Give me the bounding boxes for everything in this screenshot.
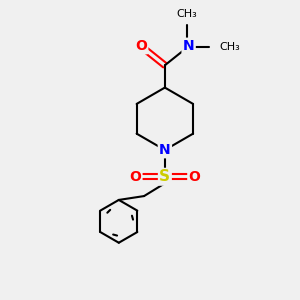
- Text: N: N: [183, 39, 194, 53]
- Text: O: O: [135, 39, 147, 53]
- Text: S: S: [159, 169, 170, 184]
- Text: CH₃: CH₃: [177, 9, 197, 19]
- Text: O: O: [189, 170, 200, 184]
- Text: N: N: [159, 143, 171, 157]
- Text: O: O: [129, 170, 141, 184]
- Text: CH₃: CH₃: [220, 43, 241, 52]
